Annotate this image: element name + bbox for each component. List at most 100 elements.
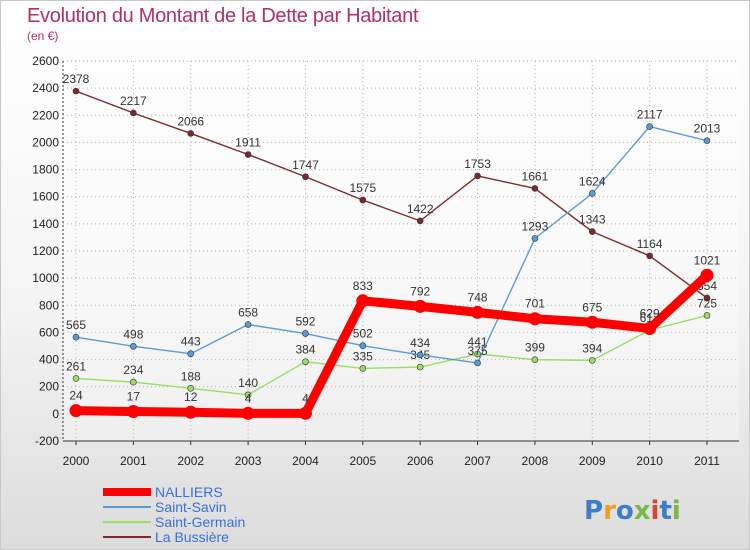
data-point-saint-savin <box>474 359 481 367</box>
data-label-nalliers: 792 <box>410 284 430 298</box>
data-label-saint-savin: 375 <box>468 344 488 358</box>
data-point-saint-germain <box>244 391 252 399</box>
data-label-saint-savin: 502 <box>353 327 373 341</box>
series-line-saint-germain <box>75 314 708 396</box>
data-point-saint-savin <box>244 321 252 328</box>
data-label-nalliers: 24 <box>69 389 83 403</box>
data-point-nalliers <box>585 315 599 329</box>
data-point-nalliers <box>126 405 140 419</box>
data-label-nalliers: 833 <box>353 279 373 293</box>
data-point-nalliers <box>241 406 255 420</box>
y-tick-label: 2000 <box>32 135 59 149</box>
data-point-saint-germain <box>416 363 424 371</box>
data-label-la-bussi-re: 2066 <box>177 114 204 128</box>
x-tick-label: 2010 <box>636 454 663 468</box>
data-point-nalliers <box>413 299 427 313</box>
data-label-la-bussi-re: 2378 <box>63 72 90 86</box>
y-tick-label: 1400 <box>32 217 59 231</box>
data-point-la-bussi-re <box>187 130 195 137</box>
data-point-nalliers <box>471 305 485 319</box>
data-label-nalliers: 1021 <box>694 253 721 267</box>
data-point-saint-germain <box>474 350 481 358</box>
x-tick-label: 2004 <box>292 454 319 468</box>
data-label-la-bussi-re: 1911 <box>235 136 261 150</box>
data-label-la-bussi-re: 1575 <box>349 181 376 195</box>
data-label-saint-germain: 725 <box>697 296 717 310</box>
chart-title: Evolution du Montant de la Dette par Hab… <box>27 5 419 27</box>
data-label-nalliers: 4 <box>245 391 252 405</box>
data-point-la-bussi-re <box>474 172 481 180</box>
data-point-saint-savin <box>302 330 309 337</box>
x-tick-label: 2000 <box>63 454 90 468</box>
x-tick-label: 2008 <box>522 454 549 468</box>
y-tick-label: -200 <box>35 434 59 448</box>
data-point-saint-savin <box>72 333 80 341</box>
legend-item: Saint-Germain <box>155 514 245 530</box>
data-point-saint-savin <box>703 137 711 144</box>
data-label-nalliers: 12 <box>184 390 198 404</box>
y-tick-label: 1200 <box>32 244 59 258</box>
data-point-nalliers <box>643 321 657 335</box>
data-point-la-bussi-re <box>703 294 711 302</box>
data-label-saint-savin: 592 <box>295 315 315 329</box>
data-label-saint-savin: 565 <box>66 318 86 332</box>
x-tick-label: 2002 <box>177 454 204 468</box>
series-line-saint-savin <box>75 125 708 364</box>
data-label-nalliers: 17 <box>127 390 141 404</box>
data-point-la-bussi-re <box>588 228 596 235</box>
data-label-nalliers: 701 <box>525 297 545 311</box>
data-point-la-bussi-re <box>646 252 653 260</box>
x-tick-label: 2001 <box>120 454 147 468</box>
data-label-saint-savin: 1624 <box>579 174 606 188</box>
data-point-saint-germain <box>703 312 711 319</box>
data-point-saint-germain <box>588 357 596 364</box>
data-point-saint-savin <box>359 342 367 350</box>
data-label-saint-germain: 261 <box>66 359 86 373</box>
legend-item: Saint-Savin <box>155 499 227 515</box>
data-label-nalliers: 629 <box>640 306 660 320</box>
data-label-la-bussi-re: 1753 <box>464 157 491 171</box>
data-point-saint-germain <box>72 375 80 382</box>
x-tick-label: 2006 <box>407 454 434 468</box>
y-tick-label: 200 <box>39 380 59 394</box>
data-point-saint-germain <box>531 356 539 364</box>
data-label-saint-germain: 234 <box>123 363 143 377</box>
data-label-saint-germain: 399 <box>525 341 545 355</box>
data-label-saint-germain: 140 <box>238 376 258 390</box>
y-tick-label: 400 <box>39 353 59 367</box>
data-point-saint-savin <box>646 123 653 130</box>
data-point-nalliers <box>184 405 198 419</box>
data-point-la-bussi-re <box>72 87 80 95</box>
data-point-saint-germain <box>302 358 309 366</box>
legend-item: La Bussière <box>155 529 229 545</box>
data-label-saint-savin: 1293 <box>522 219 549 233</box>
data-point-la-bussi-re <box>302 173 309 181</box>
data-label-saint-germain: 394 <box>582 341 602 355</box>
y-tick-label: 1600 <box>32 190 59 204</box>
legend-item: NALLIERS <box>155 484 223 500</box>
x-tick-label: 2011 <box>694 454 720 468</box>
data-label-saint-germain: 384 <box>295 343 315 357</box>
data-point-la-bussi-re <box>130 109 137 117</box>
data-point-saint-germain <box>187 385 195 392</box>
data-label-saint-savin: 443 <box>181 335 201 349</box>
y-tick-label: 2400 <box>32 81 59 95</box>
series-line-la-bussi-re <box>75 90 708 299</box>
x-tick-label: 2005 <box>349 454 376 468</box>
proxiti-logo: Proxiti <box>584 496 681 526</box>
data-label-la-bussi-re: 2217 <box>120 94 147 108</box>
data-label-saint-savin: 2013 <box>694 122 721 136</box>
y-tick-label: 2600 <box>32 54 59 68</box>
data-label-nalliers: 748 <box>468 290 488 304</box>
data-point-la-bussi-re <box>359 196 367 204</box>
y-tick-label: 0 <box>52 407 59 421</box>
data-point-saint-germain <box>130 378 137 386</box>
y-tick-label: 2200 <box>32 108 59 122</box>
data-point-saint-savin <box>531 235 539 242</box>
y-tick-label: 1800 <box>32 163 59 177</box>
data-label-saint-germain: 441 <box>468 335 488 349</box>
data-point-nalliers <box>298 406 312 420</box>
data-point-la-bussi-re <box>416 217 424 225</box>
data-label-la-bussi-re: 1343 <box>579 213 606 227</box>
